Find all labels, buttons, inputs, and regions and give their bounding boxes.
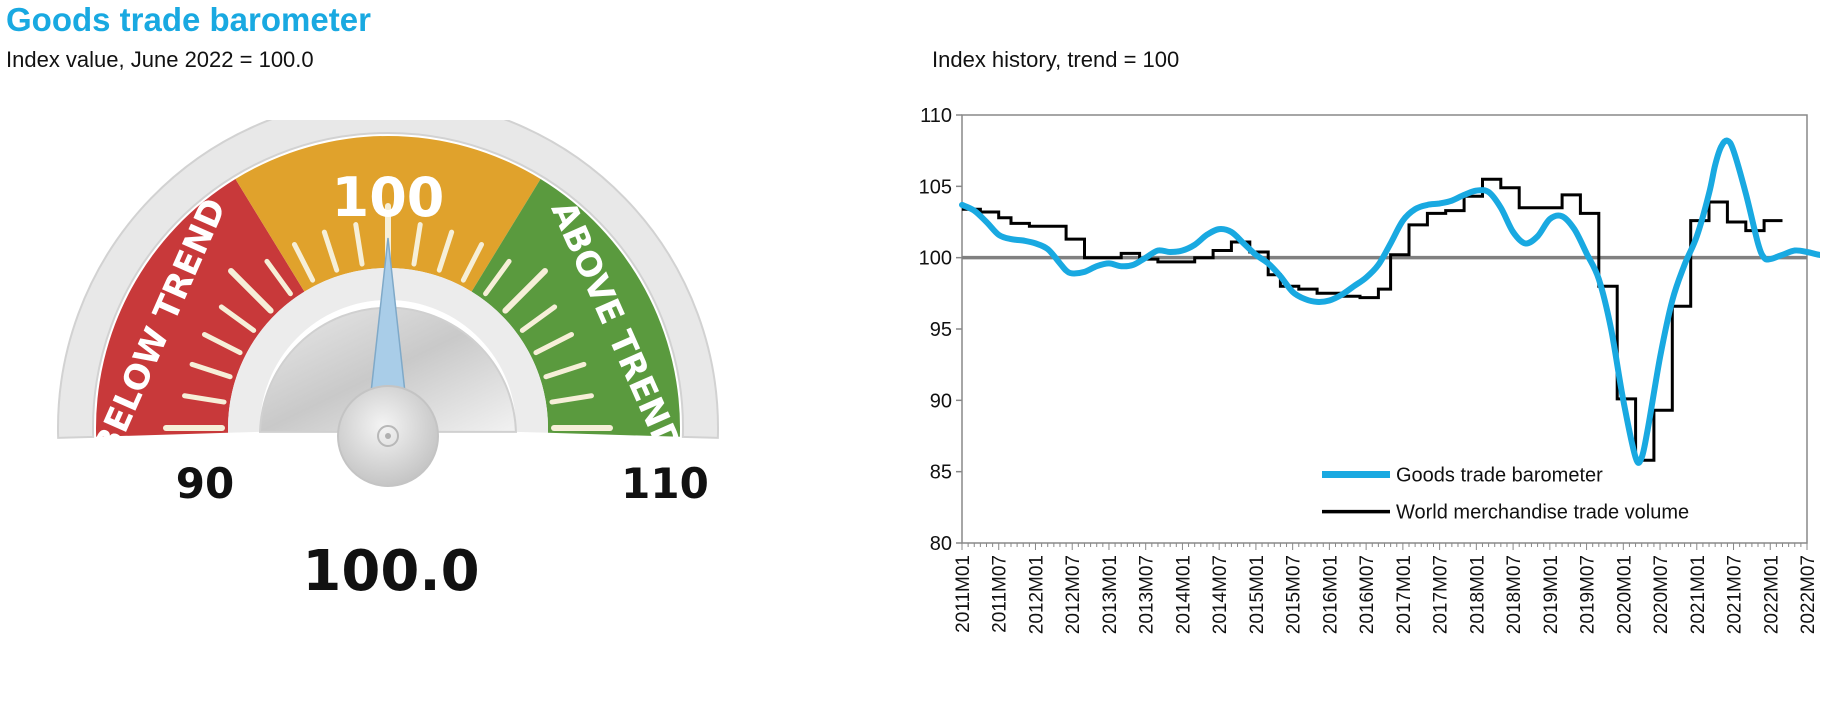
gauge-max-label: 110 <box>621 459 709 508</box>
x-tick-label: 2021M01 <box>1688 555 1709 634</box>
x-tick-label: 2016M07 <box>1357 555 1378 634</box>
gauge-zone-mid-label: 100 <box>332 166 445 229</box>
gauge-tick <box>411 222 423 267</box>
x-tick-label: 2020M01 <box>1614 555 1635 634</box>
gauge-tick <box>549 393 594 405</box>
gauge-tick <box>189 361 233 380</box>
y-tick-label: 80 <box>930 533 952 555</box>
gauge-tick <box>543 361 587 380</box>
gauge-tick <box>228 268 274 314</box>
x-tick-label: 2015M07 <box>1284 555 1305 634</box>
history-chart-subtitle: Index history, trend = 100 <box>932 47 1180 72</box>
x-tick-label: 2014M07 <box>1210 555 1231 634</box>
x-tick-label: 2013M01 <box>1100 555 1121 634</box>
y-tick-label: 90 <box>930 390 952 412</box>
y-tick-label: 100 <box>919 248 952 270</box>
x-tick-label: 2012M07 <box>1063 555 1084 634</box>
chart-legend: Goods trade barometer World merchandise … <box>1322 465 1689 524</box>
x-tick-label: 2012M01 <box>1026 555 1047 634</box>
x-tick-label: 2015M01 <box>1247 555 1268 634</box>
x-tick-label: 2011M01 <box>953 555 974 633</box>
gauge-ticks <box>163 203 613 431</box>
x-tick-label: 2019M07 <box>1578 555 1599 634</box>
y-axis: 80 85 90 95 100 105 110 <box>919 105 962 555</box>
x-tick-label: 2011M07 <box>990 555 1011 633</box>
x-tick-label: 2022M07 <box>1798 555 1819 634</box>
gauge-tick <box>201 331 243 356</box>
series-line-world-merchandise-trade-volume <box>962 177 1783 462</box>
gauge-tick <box>436 229 455 273</box>
x-tick-label: 2013M07 <box>1137 555 1158 634</box>
y-tick-label: 85 <box>930 462 952 484</box>
gauge-zone-above <box>471 179 680 437</box>
y-tick-label: 110 <box>920 105 952 127</box>
x-tick-label: 2017M07 <box>1431 555 1452 634</box>
gauge-subtitle: Index value, June 2022 = 100.0 <box>6 47 314 72</box>
gauge-tick <box>519 304 558 333</box>
gauge-value-label: 100.0 <box>302 539 479 604</box>
gauge-outer-rim <box>57 120 719 439</box>
x-tick-label: 2017M01 <box>1394 555 1415 634</box>
gauge-hub-center <box>385 433 391 439</box>
x-tick-label: 2020M07 <box>1651 555 1672 634</box>
gauge-tick <box>533 331 575 356</box>
gauge-min-label: 90 <box>176 459 234 508</box>
gauge-zone-below <box>96 179 305 437</box>
x-tick-label: 2022M01 <box>1761 555 1782 634</box>
gauge-tick <box>182 393 227 405</box>
gauge-tick <box>502 268 548 314</box>
legend-label-goods-trade-barometer: Goods trade barometer <box>1396 465 1603 487</box>
gauge-tick <box>353 222 365 267</box>
gauge-tick <box>264 258 293 297</box>
y-tick-label: 95 <box>930 319 952 341</box>
y-tick-label: 105 <box>919 176 952 198</box>
x-tick-label: 2018M01 <box>1467 555 1488 634</box>
gauge-tick <box>291 241 316 283</box>
barometer-gauge: 100 BELOW TREND ABOVE TREND 90 110 100.0 <box>57 120 719 604</box>
gauge-tick <box>218 304 257 333</box>
x-axis: 2011M01 2011M07 2012M01 2012M07 2013M01 2013M… <box>953 543 1819 634</box>
x-tick-label: 2021M07 <box>1725 555 1746 634</box>
series-line-goods-trade-barometer <box>959 137 1820 466</box>
page-title: Goods trade barometer <box>6 1 371 38</box>
plot-area <box>961 114 1808 544</box>
gauge-tick <box>460 241 485 283</box>
x-tick-label: 2018M07 <box>1504 555 1525 634</box>
x-tick-label: 2016M01 <box>1320 555 1341 634</box>
legend-label-world-merchandise-trade-volume: World merchandise trade volume <box>1396 502 1689 524</box>
x-tick-label: 2014M01 <box>1173 555 1194 634</box>
gauge-tick <box>321 229 340 273</box>
gauge-inner-band <box>227 267 549 433</box>
gauge-hub-ring <box>377 425 399 447</box>
gauge-tick <box>483 258 512 297</box>
x-tick-label: 2019M01 <box>1541 555 1562 634</box>
